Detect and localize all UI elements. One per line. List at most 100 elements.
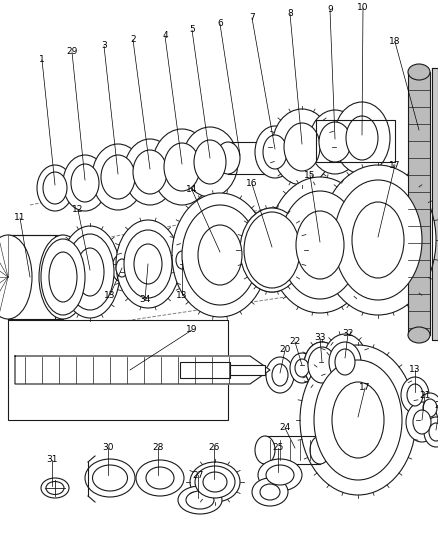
Text: 33: 33 bbox=[314, 334, 326, 343]
Ellipse shape bbox=[320, 165, 436, 315]
Text: 26: 26 bbox=[208, 443, 220, 453]
Ellipse shape bbox=[290, 353, 314, 383]
Ellipse shape bbox=[334, 102, 390, 174]
Ellipse shape bbox=[39, 235, 87, 319]
Ellipse shape bbox=[334, 180, 422, 300]
Text: 30: 30 bbox=[102, 443, 114, 453]
Ellipse shape bbox=[49, 252, 77, 302]
Ellipse shape bbox=[172, 193, 268, 317]
Ellipse shape bbox=[284, 123, 320, 171]
Ellipse shape bbox=[324, 372, 392, 468]
Polygon shape bbox=[15, 356, 270, 384]
Ellipse shape bbox=[240, 208, 304, 292]
Ellipse shape bbox=[308, 347, 336, 383]
Text: 2: 2 bbox=[130, 36, 136, 44]
Text: 7: 7 bbox=[249, 13, 255, 22]
Ellipse shape bbox=[329, 342, 361, 382]
Ellipse shape bbox=[63, 155, 107, 211]
Ellipse shape bbox=[258, 142, 282, 174]
Ellipse shape bbox=[423, 399, 437, 417]
Ellipse shape bbox=[309, 110, 361, 174]
Ellipse shape bbox=[401, 377, 429, 413]
Ellipse shape bbox=[186, 491, 214, 509]
Ellipse shape bbox=[112, 254, 132, 282]
Text: 27: 27 bbox=[192, 471, 204, 480]
Ellipse shape bbox=[60, 226, 120, 318]
Ellipse shape bbox=[176, 251, 188, 269]
Ellipse shape bbox=[134, 244, 162, 284]
Ellipse shape bbox=[0, 235, 32, 319]
Text: 17: 17 bbox=[389, 160, 401, 169]
Ellipse shape bbox=[331, 344, 359, 380]
Ellipse shape bbox=[408, 64, 430, 80]
Polygon shape bbox=[432, 68, 438, 340]
Ellipse shape bbox=[272, 109, 332, 185]
Text: 17: 17 bbox=[359, 384, 371, 392]
Ellipse shape bbox=[198, 225, 242, 285]
Ellipse shape bbox=[72, 243, 108, 301]
Ellipse shape bbox=[406, 402, 438, 442]
Ellipse shape bbox=[272, 364, 288, 386]
Ellipse shape bbox=[429, 423, 438, 441]
Ellipse shape bbox=[116, 220, 180, 308]
Text: 12: 12 bbox=[72, 206, 84, 214]
Text: 14: 14 bbox=[186, 185, 198, 195]
Ellipse shape bbox=[352, 202, 404, 278]
Ellipse shape bbox=[290, 203, 350, 287]
Text: 32: 32 bbox=[343, 329, 354, 338]
Ellipse shape bbox=[203, 472, 227, 492]
Ellipse shape bbox=[76, 248, 104, 296]
Text: 29: 29 bbox=[66, 47, 78, 56]
Text: 18: 18 bbox=[389, 37, 401, 46]
Ellipse shape bbox=[43, 172, 67, 204]
Text: 22: 22 bbox=[290, 337, 300, 346]
Ellipse shape bbox=[312, 352, 332, 378]
Text: 34: 34 bbox=[139, 295, 151, 304]
Text: 13: 13 bbox=[104, 290, 116, 300]
Text: 23: 23 bbox=[434, 400, 438, 409]
Bar bbox=[8, 235, 63, 319]
Ellipse shape bbox=[192, 217, 248, 293]
Ellipse shape bbox=[195, 466, 235, 498]
Ellipse shape bbox=[66, 234, 114, 310]
Text: 11: 11 bbox=[14, 214, 26, 222]
Text: 21: 21 bbox=[419, 391, 431, 400]
Text: 3: 3 bbox=[101, 42, 107, 51]
Text: 4: 4 bbox=[162, 31, 168, 41]
Text: 10: 10 bbox=[357, 4, 369, 12]
Ellipse shape bbox=[319, 122, 351, 162]
Ellipse shape bbox=[124, 230, 172, 298]
Bar bbox=[8, 320, 228, 420]
Ellipse shape bbox=[407, 384, 423, 406]
Ellipse shape bbox=[263, 135, 287, 169]
Ellipse shape bbox=[268, 177, 372, 313]
Ellipse shape bbox=[300, 345, 416, 495]
Ellipse shape bbox=[296, 211, 344, 279]
Text: 8: 8 bbox=[287, 10, 293, 19]
Ellipse shape bbox=[280, 191, 360, 299]
Bar bbox=[228, 142, 270, 174]
Ellipse shape bbox=[255, 126, 295, 178]
Text: 15: 15 bbox=[304, 171, 316, 180]
Text: 13: 13 bbox=[176, 290, 188, 300]
Ellipse shape bbox=[178, 486, 222, 514]
Ellipse shape bbox=[130, 238, 166, 290]
Ellipse shape bbox=[85, 459, 135, 497]
Ellipse shape bbox=[146, 467, 174, 489]
Ellipse shape bbox=[116, 259, 128, 277]
Ellipse shape bbox=[295, 359, 309, 377]
Text: 13: 13 bbox=[409, 366, 421, 375]
Ellipse shape bbox=[46, 481, 64, 495]
Ellipse shape bbox=[266, 465, 294, 485]
Bar bbox=[8, 235, 55, 320]
Ellipse shape bbox=[244, 212, 300, 288]
Ellipse shape bbox=[182, 127, 238, 197]
Ellipse shape bbox=[164, 143, 200, 191]
Bar bbox=[265, 436, 320, 464]
Ellipse shape bbox=[92, 144, 144, 210]
Ellipse shape bbox=[323, 334, 367, 390]
Ellipse shape bbox=[190, 462, 240, 502]
Bar bbox=[408, 72, 430, 335]
Ellipse shape bbox=[304, 342, 340, 388]
Ellipse shape bbox=[332, 382, 384, 458]
